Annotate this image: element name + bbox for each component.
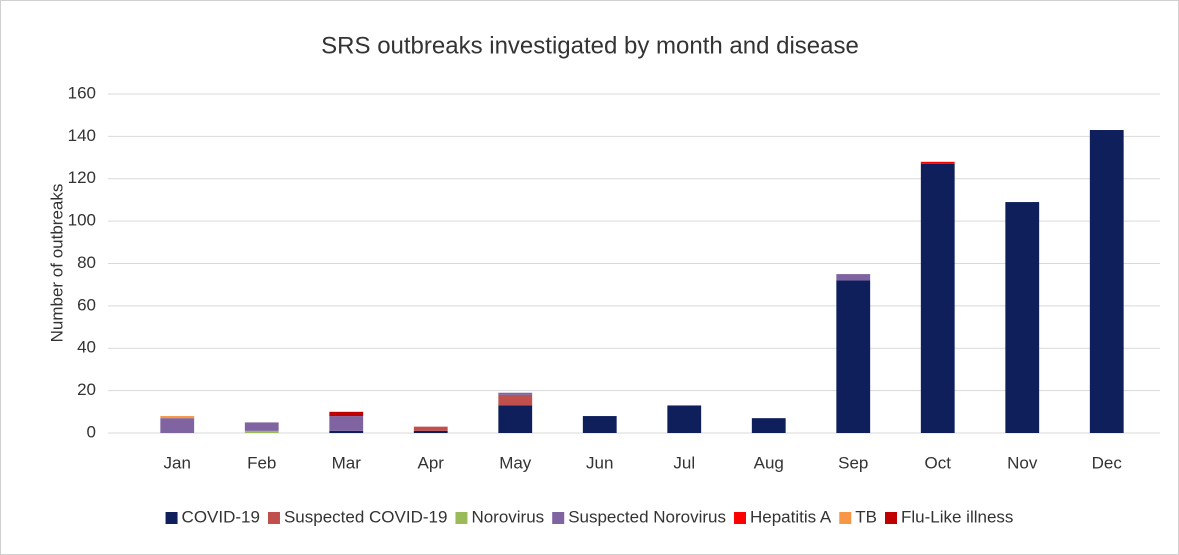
bar-segment [329, 430, 364, 433]
chart-title: SRS outbreaks investigated by month and … [321, 32, 859, 59]
bar-segment [836, 274, 871, 281]
x-tick-label: Jun [586, 453, 613, 472]
bar-segment [751, 418, 786, 433]
y-tick-label: 120 [68, 168, 96, 187]
x-tick-label: Apr [418, 453, 445, 472]
y-tick-label: 80 [77, 253, 96, 272]
y-tick-label: 60 [77, 295, 96, 314]
y-tick-label: 100 [68, 211, 96, 230]
legend-label: Hepatitis A [750, 507, 832, 526]
y-tick-label: 160 [68, 83, 96, 102]
y-tick-label: 140 [68, 126, 96, 145]
bar-segment [920, 163, 955, 433]
legend-label: TB [855, 507, 877, 526]
x-tick-label: Feb [247, 453, 276, 472]
x-tick-label: Nov [1007, 453, 1038, 472]
bar-segment [498, 392, 533, 395]
bar-segment [413, 430, 448, 433]
x-tick-label: Aug [754, 453, 784, 472]
bar-segment [160, 418, 195, 433]
bar-segment [582, 416, 617, 433]
bar-segment [160, 416, 195, 419]
x-tick-label: May [499, 453, 532, 472]
y-tick-label: 0 [87, 422, 96, 441]
bar-segment [413, 426, 448, 431]
y-tick-label: 20 [77, 380, 96, 399]
bar-segment [920, 161, 955, 164]
legend-label: Flu-Like illness [901, 507, 1013, 526]
bar-segment [498, 394, 533, 406]
legend-swatch [552, 512, 565, 524]
legend-label: Suspected COVID-19 [284, 507, 447, 526]
bar-segment [498, 405, 533, 433]
bar-segment [244, 430, 279, 433]
legend-swatch [839, 512, 852, 524]
legend-swatch [165, 512, 178, 524]
y-axis-label: Number of outbreaks [47, 184, 66, 343]
bar-segment [329, 416, 364, 431]
x-tick-label: Jan [164, 453, 191, 472]
x-tick-label: Dec [1092, 453, 1123, 472]
legend-label: Norovirus [471, 507, 544, 526]
legend-label: Suspected Norovirus [568, 507, 726, 526]
y-tick-label: 40 [77, 338, 96, 357]
bar-segment [244, 422, 279, 431]
x-tick-label: Mar [332, 453, 362, 472]
legend-swatch [885, 512, 898, 524]
legend-swatch [267, 512, 280, 524]
legend-swatch [455, 512, 468, 524]
x-tick-label: Oct [925, 453, 952, 472]
bar-segment [836, 280, 871, 433]
bar-segment [667, 405, 702, 433]
bar-segment [329, 411, 364, 417]
x-tick-label: Jul [673, 453, 695, 472]
bar-segment [1005, 202, 1040, 433]
x-tick-label: Sep [838, 453, 868, 472]
legend-label: COVID-19 [182, 507, 260, 526]
legend-swatch [734, 512, 747, 524]
bar-segment [1089, 130, 1124, 434]
